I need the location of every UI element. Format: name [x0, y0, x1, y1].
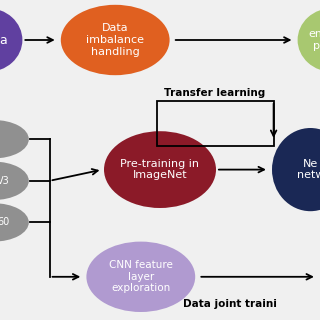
Text: Data joint traini: Data joint traini: [183, 300, 277, 309]
Ellipse shape: [0, 8, 22, 72]
Text: Ne
netw: Ne netw: [297, 159, 320, 180]
Ellipse shape: [298, 8, 320, 72]
Text: Transfer learning: Transfer learning: [164, 88, 265, 98]
Ellipse shape: [0, 162, 29, 200]
Text: V3: V3: [0, 176, 10, 186]
Bar: [157, 101, 274, 146]
Text: 60: 60: [0, 217, 9, 228]
Ellipse shape: [61, 5, 170, 75]
Ellipse shape: [86, 242, 195, 312]
Text: Pre-training in
ImageNet: Pre-training in ImageNet: [121, 159, 199, 180]
Ellipse shape: [0, 203, 29, 242]
Text: Data
imbalance
handling: Data imbalance handling: [86, 23, 144, 57]
Text: em
p: em p: [308, 29, 320, 51]
Ellipse shape: [0, 120, 29, 158]
Ellipse shape: [104, 131, 216, 208]
Text: CNN feature
layer
exploration: CNN feature layer exploration: [109, 260, 173, 293]
Ellipse shape: [272, 128, 320, 211]
Text: a: a: [0, 34, 7, 46]
